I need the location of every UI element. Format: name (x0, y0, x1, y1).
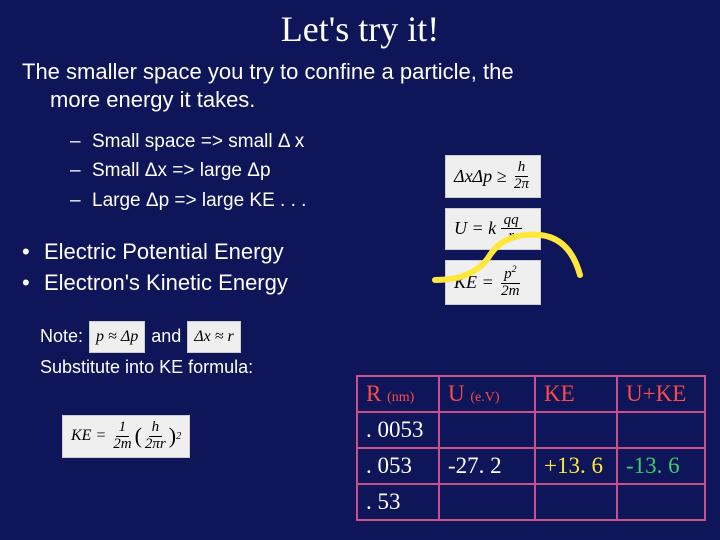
note-eq2: Δx ≈ r (187, 321, 241, 353)
dash-3: Large Δp => large KE . . . (92, 186, 306, 215)
cell-uke2 (617, 484, 705, 520)
bullet-2: Electron's Kinetic Energy (44, 268, 288, 299)
uncertainty-lhs: ΔxΔp ≥ (454, 166, 507, 187)
subtitle: The smaller space you try to confine a p… (22, 58, 698, 113)
cell-u2 (439, 484, 535, 520)
cell-uke1: -13. 6 (617, 448, 705, 484)
subtitle-line1: The smaller space you try to confine a p… (22, 58, 698, 86)
cell-uke0 (617, 412, 705, 448)
cell-u1: -27. 2 (439, 448, 535, 484)
ke-substituted-eq: KE = 12m ( h2πr )2 (62, 415, 190, 458)
ke-sub-lhs: KE = (71, 427, 106, 445)
note-prefix: Note: (40, 322, 83, 352)
energy-table: R (nm) U (e.V) KE U+KE . 0053 . 053 -27.… (356, 375, 706, 521)
slide-title: Let's try it! (22, 8, 698, 50)
hdr-uke: U+KE (617, 376, 705, 412)
ke-substituted-eq-wrap: KE = 12m ( h2πr )2 (62, 415, 190, 458)
cell-ke2 (535, 484, 617, 520)
cell-ke0 (535, 412, 617, 448)
hdr-u-unit: (e.V) (470, 390, 499, 405)
cell-r0: . 0053 (357, 412, 439, 448)
cell-ke1: +13. 6 (535, 448, 617, 484)
hdr-u: U (448, 381, 465, 406)
connector-swoosh (430, 230, 590, 288)
bullet-list: •Electric Potential Energy •Electron's K… (22, 237, 698, 299)
subtitle-line2: more energy it takes. (22, 86, 698, 114)
dash-list: –Small space => small Δ x –Small Δx => l… (22, 127, 698, 215)
cell-u0 (439, 412, 535, 448)
uncertainty-eq: ΔxΔp ≥ h2π (445, 155, 541, 198)
table-row: . 053 -27. 2 +13. 6 -13. 6 (357, 448, 705, 484)
hdr-r: R (366, 381, 381, 406)
table-row: . 53 (357, 484, 705, 520)
note-eq1: p ≈ Δp (89, 321, 145, 353)
bullet-1: Electric Potential Energy (44, 237, 284, 268)
dash-1: Small space => small Δ x (92, 127, 304, 156)
note-mid: and (151, 322, 181, 352)
cell-r2: . 53 (357, 484, 439, 520)
hdr-r-unit: (nm) (387, 390, 414, 405)
table-header-row: R (nm) U (e.V) KE U+KE (357, 376, 705, 412)
cell-r1: . 053 (357, 448, 439, 484)
hdr-ke: KE (535, 376, 617, 412)
note-block: Note: p ≈ Δp and Δx ≈ r Substitute into … (22, 321, 698, 383)
table-row: . 0053 (357, 412, 705, 448)
dash-2: Small Δx => large Δp (92, 156, 271, 185)
